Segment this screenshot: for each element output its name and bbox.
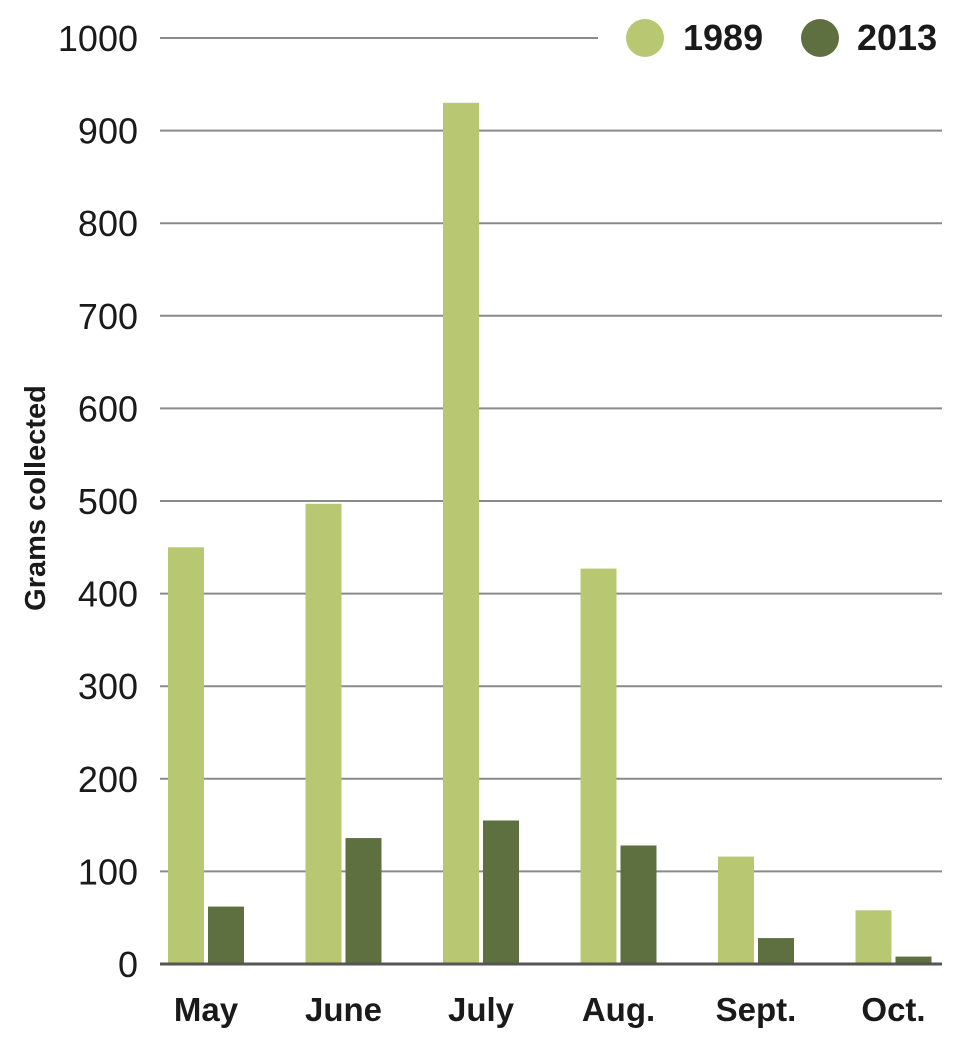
y-tick-label: 0 [118,944,138,985]
x-axis-category-labels: May June July Aug. Sept. Oct. [174,991,926,1028]
bar-1989-2 [443,102,479,964]
y-tick-label: 800 [78,203,138,244]
y-tick-label: 400 [78,574,138,615]
bar-1989-3 [580,568,617,964]
y-tick-label: 700 [78,296,138,337]
y-tick-label: 900 [78,111,138,152]
x-category-label: July [448,991,515,1028]
y-tick-label: 500 [78,481,138,522]
bar-2013-1 [345,838,382,964]
y-axis-title: Grams collected [20,385,52,611]
y-tick-label: 1000 [58,18,138,59]
x-category-label: Sept. [716,991,797,1028]
legend-swatch-2013 [801,19,839,57]
bar-2013-2 [483,820,519,964]
x-category-label: Oct. [861,991,925,1028]
y-tick-label: 100 [78,851,138,892]
x-category-label: Aug. [582,991,655,1028]
x-category-label: May [174,991,239,1028]
legend: 1989 2013 [626,17,937,58]
y-tick-label: 300 [78,666,138,707]
bar-1989-1 [305,503,342,964]
bar-2013-3 [620,845,657,964]
legend-label: 2013 [857,17,937,58]
legend-label: 1989 [683,17,763,58]
legend-swatch-1989 [626,19,664,57]
bar-2013-0 [208,906,244,964]
y-tick-label: 600 [78,388,138,429]
y-axis-tick-labels: 0 100 200 300 400 500 600 700 800 900 1000 [58,18,138,985]
bar-1989-5 [855,910,892,964]
bar-2013-4 [758,938,794,964]
bars [168,102,932,964]
x-category-label: June [305,991,382,1028]
gridlines [160,37,942,873]
bar-1989-4 [718,856,754,964]
y-tick-label: 200 [78,759,138,800]
bar-2013-5 [895,956,932,964]
bar-1989-0 [168,547,204,964]
